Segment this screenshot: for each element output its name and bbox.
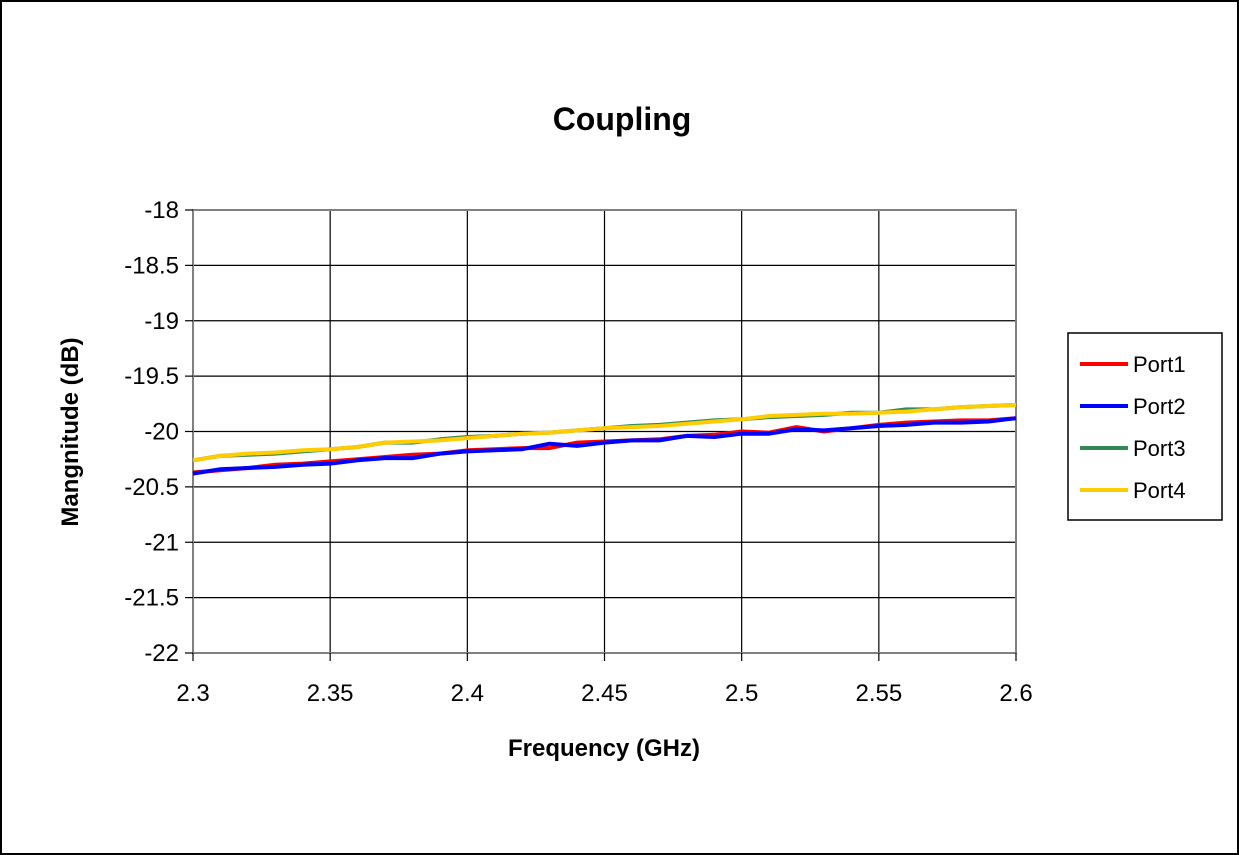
x-tick-label: 2.3 xyxy=(176,680,209,707)
series-line-port2 xyxy=(192,416,1017,476)
y-tick-label: -21 xyxy=(144,529,179,556)
x-tick-label: 2.5 xyxy=(725,680,758,707)
y-tick-label: -20.5 xyxy=(124,474,179,501)
x-tick-label: 2.45 xyxy=(581,680,628,707)
chart-title: Coupling xyxy=(553,101,692,137)
legend-label: Port3 xyxy=(1133,436,1186,461)
legend-label: Port2 xyxy=(1133,394,1186,419)
series-line-port4 xyxy=(192,402,1017,463)
legend: Port1 Port2 Port3 Port4 xyxy=(1067,332,1223,521)
y-axis-title: Mangnitude (dB) xyxy=(57,337,84,526)
x-axis-title: Frequency (GHz) xyxy=(508,735,700,762)
x-tick-label: 2.35 xyxy=(307,680,354,707)
x-tick-label: 2.6 xyxy=(999,680,1032,707)
y-tick-label: -19.5 xyxy=(124,363,179,390)
y-tick-label: -22 xyxy=(144,640,179,667)
y-tick-label: -21.5 xyxy=(124,585,179,612)
legend-label: Port1 xyxy=(1133,352,1186,377)
x-axis-ticks: 2.3 2.35 2.4 2.45 2.5 2.55 2.6 xyxy=(176,653,1033,707)
x-tick-label: 2.55 xyxy=(855,680,902,707)
y-tick-label: -18 xyxy=(144,197,179,224)
y-tick-label: -18.5 xyxy=(124,252,179,279)
legend-label: Port4 xyxy=(1133,478,1186,503)
y-tick-label: -20 xyxy=(144,419,179,446)
y-tick-label: -19 xyxy=(144,308,179,335)
y-axis-ticks: -18 -18.5 -19 -19.5 -20 -20.5 -21 -21.5 -22 xyxy=(124,197,193,667)
series-lines xyxy=(192,402,1017,476)
x-tick-label: 2.4 xyxy=(451,680,484,707)
